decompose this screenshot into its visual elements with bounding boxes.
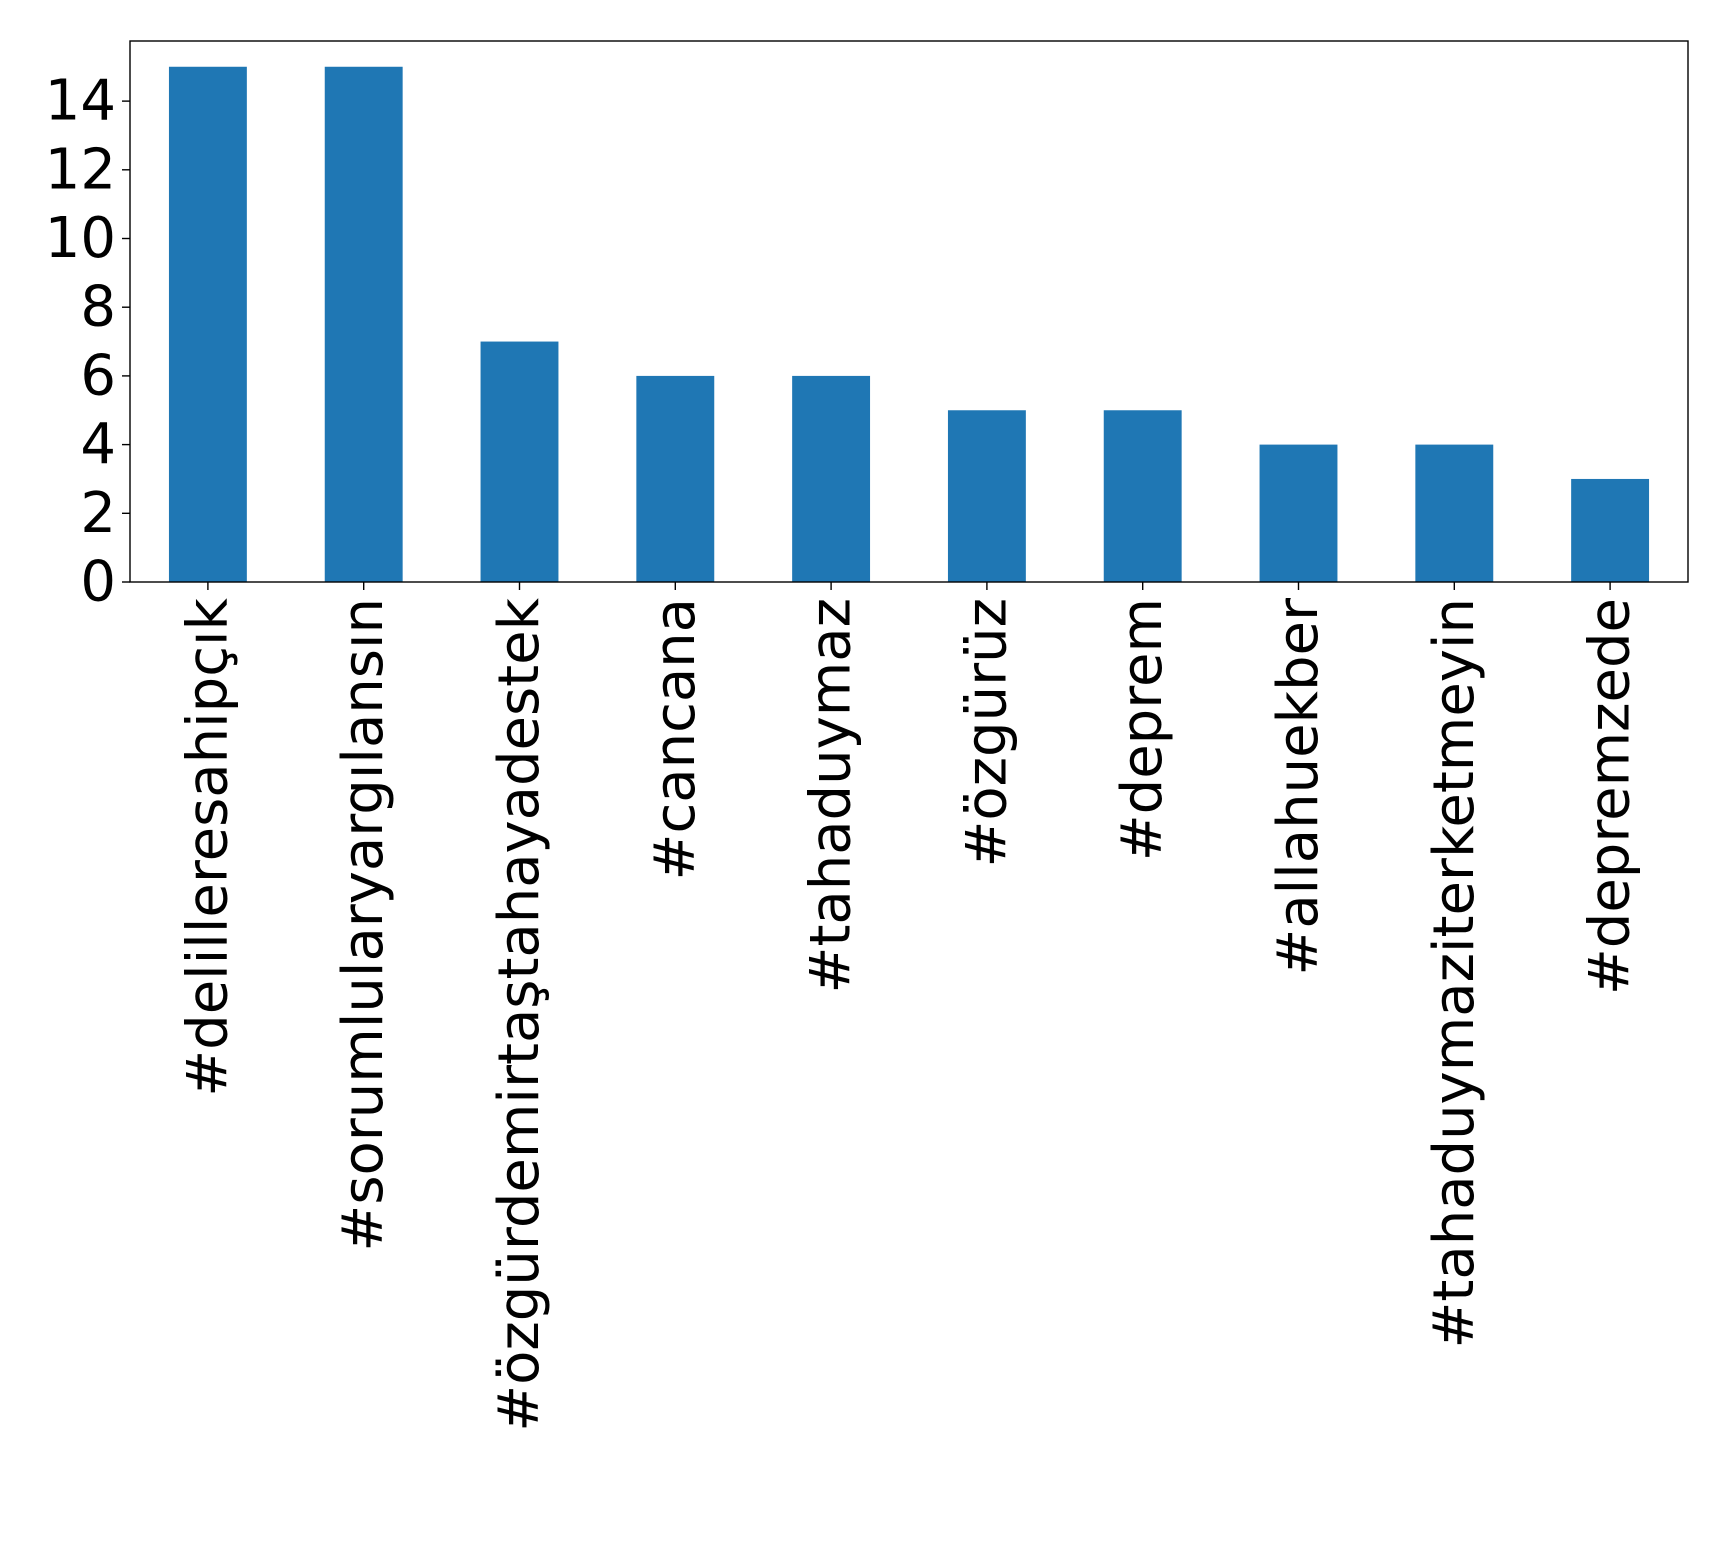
y-tick-label: 6 xyxy=(80,343,116,408)
y-tick-label: 8 xyxy=(80,275,116,340)
bar-1 xyxy=(168,66,247,582)
x-tick-label: #delilleresahipçık xyxy=(175,597,240,1096)
bar-5 xyxy=(792,375,871,582)
bar-10 xyxy=(1571,478,1650,582)
bar-7 xyxy=(1103,410,1182,582)
bar-3 xyxy=(480,341,559,582)
x-tick-label: #depremzede xyxy=(1578,598,1643,995)
y-tick-label: 10 xyxy=(45,206,116,271)
x-tick-label: #özgürüz xyxy=(954,598,1019,868)
y-tick-label: 14 xyxy=(45,69,116,134)
bar-8 xyxy=(1259,444,1338,582)
x-tick-label: #allahuekber xyxy=(1266,597,1331,976)
bar-9 xyxy=(1415,444,1494,582)
x-tick-label: #cancana xyxy=(643,598,708,880)
bar-4 xyxy=(636,375,715,582)
y-tick-label: 2 xyxy=(80,481,116,546)
bars-layer xyxy=(168,66,1650,582)
x-tick-label: #özgürdemirtaştahayadestek xyxy=(487,597,552,1431)
y-tick-label: 12 xyxy=(45,137,116,202)
bar-6 xyxy=(947,410,1026,582)
y-tick-label: 4 xyxy=(80,412,116,477)
x-axis: #delilleresahipçık #sorumlularyargılansın… xyxy=(175,582,1643,1432)
plot-frame xyxy=(129,40,1689,583)
y-tick-label: 0 xyxy=(80,550,116,615)
bar-2 xyxy=(324,66,403,582)
x-tick-label: #deprem xyxy=(1110,598,1175,861)
x-tick-label: #tahaduymaziterketmeyin xyxy=(1422,598,1487,1348)
x-tick-label: #tahaduymaz xyxy=(799,598,864,993)
x-tick-label: #sorumlularyargılansın xyxy=(331,598,396,1252)
